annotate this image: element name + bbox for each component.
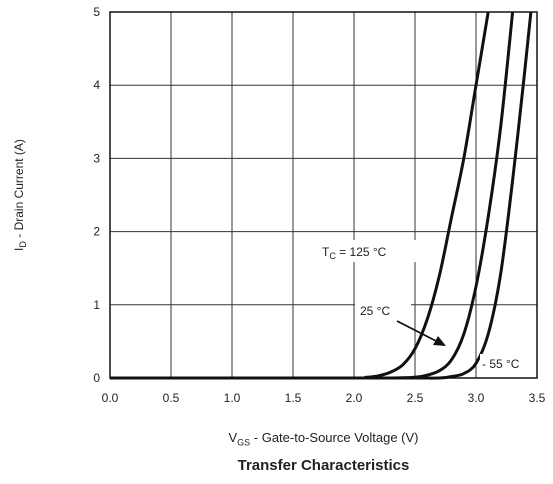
y-tick-label: 0	[93, 371, 100, 385]
x-tick-label: 2.0	[346, 391, 363, 405]
y-tick-label: 1	[93, 298, 100, 312]
tm55-label-background	[480, 354, 530, 372]
curves	[109, 11, 533, 380]
y-tick-label: 3	[93, 151, 100, 165]
t25-arrow-head	[433, 336, 446, 346]
t25-annotation: 25 °C	[360, 304, 390, 318]
x-tick-label: 0.0	[102, 391, 119, 405]
x-tick-label: 1.0	[224, 391, 241, 405]
y-tick-label: 5	[93, 5, 100, 19]
x-tick-label: 2.5	[407, 391, 424, 405]
y-axis-label-container: ID - Drain Current (A)	[5, 120, 35, 270]
plot-border	[109, 11, 538, 379]
x-axis-label: VGS - Gate-to-Source Voltage (V)	[228, 430, 419, 448]
chart-title: Transfer Characteristics	[237, 457, 410, 474]
y-tick-label: 2	[93, 225, 100, 239]
tick-labels: 0.0 0.5 1.0 1.5 2.0 2.5 3.0 3.5 0 1 2 3 4 5	[93, 5, 545, 405]
t25-label-background	[355, 300, 411, 320]
annotations: TC = 125 °C 25 °C - 55 °C	[318, 240, 530, 372]
x-tick-label: 3.5	[529, 391, 546, 405]
y-tick-label: 4	[93, 78, 100, 92]
x-tick-label: 1.5	[285, 391, 302, 405]
grid	[109, 11, 538, 379]
series-line-0	[109, 11, 490, 380]
tc-label-background	[318, 240, 422, 262]
x-tick-label: 3.0	[468, 391, 485, 405]
tm55-annotation: - 55 °C	[482, 357, 520, 371]
x-tick-label: 0.5	[163, 391, 180, 405]
tc-annotation: TC = 125 °C	[322, 245, 387, 261]
y-axis-label: ID - Drain Current (A)	[11, 139, 29, 251]
t25-arrow-line	[396, 320, 439, 343]
series-line-1	[109, 11, 515, 380]
